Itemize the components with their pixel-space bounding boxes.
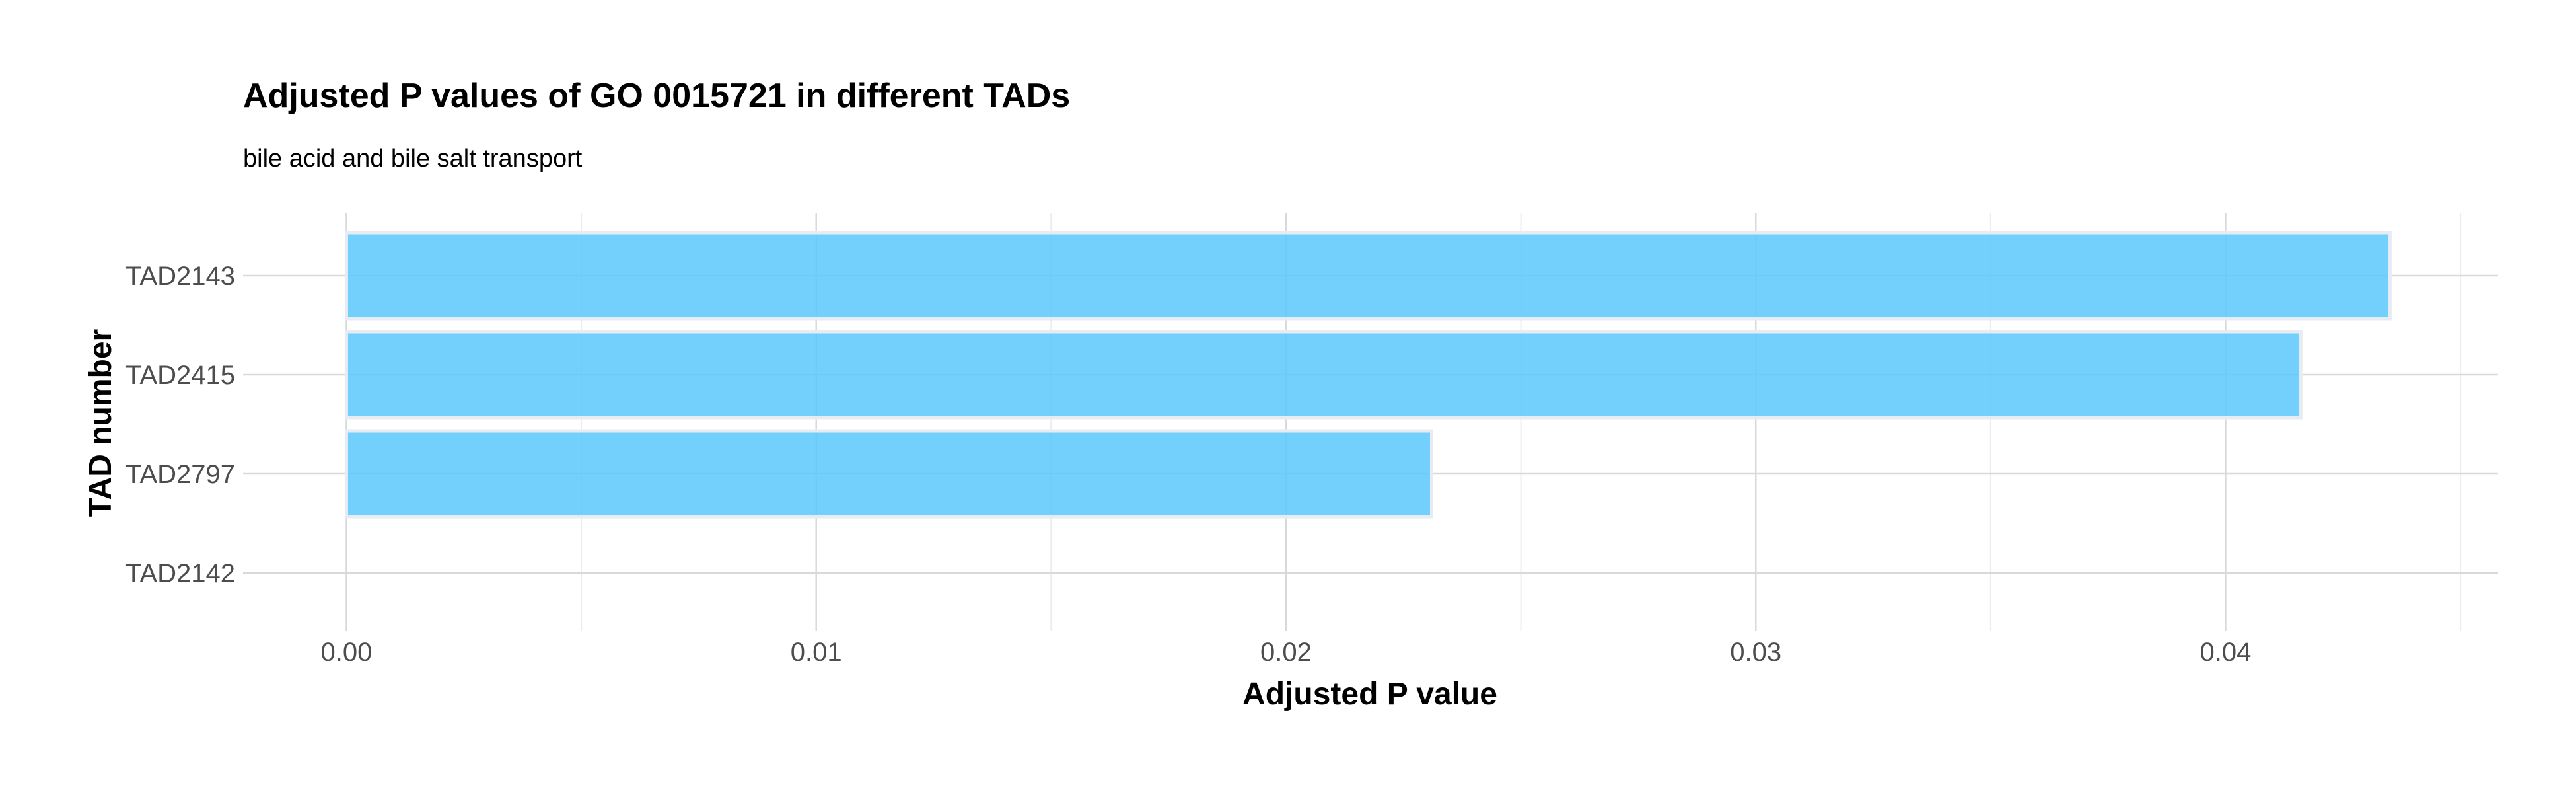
chart-subtitle: bile acid and bile salt transport [243,145,583,172]
y-tick-label: TAD2797 [125,460,235,489]
x-tick-label: 0.02 [1260,638,1312,667]
x-axis-title: Adjusted P value [1242,677,1497,712]
chart-title: Adjusted P values of GO 0015721 in diffe… [243,77,1070,115]
x-tick-label: 0.01 [791,638,842,667]
y-tick-label: TAD2415 [125,361,235,390]
y-tick-label: TAD2142 [125,559,235,588]
bar-tad2415 [346,332,2301,418]
x-tick-label: 0.00 [321,638,373,667]
bar-tad2143 [346,233,2390,319]
x-tick-label: 0.03 [1730,638,1781,667]
x-tick-label: 0.04 [2200,638,2252,667]
y-tick-label: TAD2143 [125,262,235,291]
x-tick-labels: 0.00 0.01 0.02 0.03 0.04 [321,638,2252,667]
y-axis-title: TAD number [83,329,118,517]
y-tick-labels: TAD2143 TAD2415 TAD2797 TAD2142 [125,262,235,588]
bar-tad2797 [346,431,1431,517]
